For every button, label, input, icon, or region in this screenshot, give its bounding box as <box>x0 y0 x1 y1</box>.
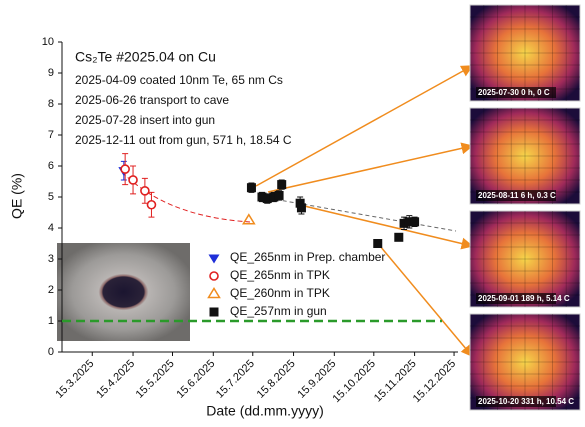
y-tick-label: 5 <box>48 191 54 203</box>
annotation: 2025-06-26 transport to cave <box>75 93 229 107</box>
marker <box>277 180 286 189</box>
y-tick-label: 9 <box>48 67 54 79</box>
annotation-title: Cs₂Te #2025.04 on Cu <box>75 49 216 65</box>
y-tick-label: 2 <box>48 284 54 296</box>
x-tick-label: 15.6.2025 <box>174 358 217 401</box>
arrow <box>380 246 472 356</box>
x-tick-label: 15.12.2025 <box>411 358 458 405</box>
heatmap-label: 2025-08-11 6 h, 0.3 C <box>478 191 556 200</box>
x-tick-label: 15.4.2025 <box>94 358 137 401</box>
arrow <box>268 146 472 192</box>
marker <box>121 165 129 173</box>
legend-label: QE_257nm in gun <box>230 304 327 318</box>
legend-label: QE_265nm in TPK <box>230 268 330 282</box>
annotation: 2025-04-09 coated 10nm Te, 65 nm Cs <box>75 73 283 87</box>
legend-label: QE_260nm in TPK <box>230 286 330 300</box>
heatmap-label: 2025-10-20 331 h, 10.54 C <box>478 397 574 406</box>
marker <box>247 183 256 192</box>
heatmap-label: 2025-09-01 189 h, 5.14 C <box>478 294 570 303</box>
trend-line <box>262 197 456 231</box>
legend-marker <box>210 272 218 280</box>
marker <box>297 203 306 212</box>
marker <box>373 239 382 248</box>
legend-marker <box>209 289 220 298</box>
fit-curve <box>122 172 250 222</box>
x-tick-label: 15.7.2025 <box>214 358 257 401</box>
photo <box>57 243 190 341</box>
y-tick-label: 0 <box>48 346 54 358</box>
x-tick-label: 15.3.2025 <box>53 358 96 401</box>
marker <box>275 191 284 200</box>
legend-marker <box>210 308 219 317</box>
x-axis-label: Date (dd.mm.yyyy) <box>206 403 323 419</box>
chart: Cs₂Te #2025.04 on Cu 2025-04-09 coated 1… <box>0 0 585 427</box>
marker <box>141 187 149 195</box>
y-tick-label: 3 <box>48 253 54 265</box>
y-tick-label: 6 <box>48 160 54 172</box>
marker <box>410 217 419 226</box>
y-axis-label: QE (%) <box>9 173 25 219</box>
y-tick-label: 4 <box>48 222 54 234</box>
heatmap-label: 2025-07-30 0 h, 0 C <box>478 88 550 97</box>
y-tick-label: 7 <box>48 129 54 141</box>
annotation: 2025-07-28 insert into gun <box>75 113 215 127</box>
marker <box>129 176 137 184</box>
x-tick-label: 15.8.2025 <box>255 358 298 401</box>
y-tick-label: 1 <box>48 315 54 327</box>
marker <box>394 233 403 242</box>
legend-label: QE_265nm in Prep. chamber <box>230 250 385 264</box>
arrow <box>256 66 472 186</box>
legend-marker <box>209 255 220 264</box>
marker <box>147 201 155 209</box>
annotation: 2025-12-11 out from gun, 571 h, 18.54 C <box>75 133 292 147</box>
arrow <box>300 205 472 246</box>
x-tick-label: 15.5.2025 <box>134 358 177 401</box>
y-tick-label: 8 <box>48 98 54 110</box>
y-tick-label: 10 <box>42 36 54 48</box>
x-tick-label: 15.10.2025 <box>331 358 378 405</box>
